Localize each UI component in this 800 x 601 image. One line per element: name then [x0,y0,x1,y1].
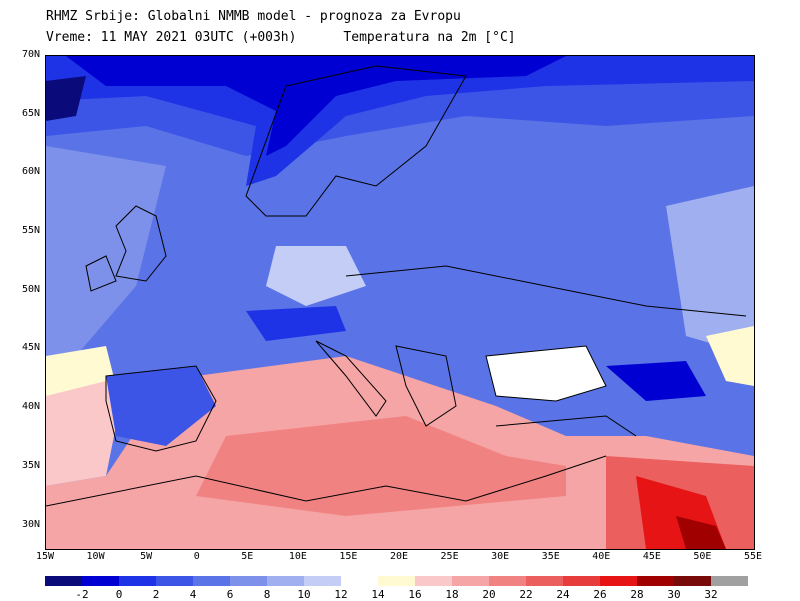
colorbar-swatch [711,576,748,586]
field-arctic-cold [66,56,566,156]
colorbar-swatch [452,576,489,586]
coastlines [46,65,747,507]
coast-ireland [85,255,117,292]
field-russia-mild [666,186,754,356]
coast-black-sea [485,345,607,402]
colorbar-label: 12 [334,588,348,601]
coast-balkans [395,345,457,427]
colorbar-swatch [563,576,600,586]
field-black-sea [486,346,606,401]
lat-tick-label: 35N [21,459,40,471]
colorbar-label: 8 [263,588,271,601]
colorbar-swatch [45,576,82,586]
field-caucasus-cold [606,361,706,401]
colorbar-swatch [378,576,415,586]
colorbar-label: 0 [115,588,123,601]
lat-tick-label: 55N [21,225,40,237]
colorbar-label: 4 [189,588,197,601]
map-title: RHMZ Srbije: Globalni NMMB model - progn… [46,9,461,24]
field-central-europe [266,246,366,306]
lon-tick-label: 40E [592,551,611,562]
colorbar-label: 2 [152,588,160,601]
lon-tick-label: 25E [440,551,459,562]
lat-tick-label: 45N [21,342,40,354]
colorbar-swatch [637,576,674,586]
lon-tick-label: 10E [288,551,307,562]
colorbar-label: 18 [445,588,459,601]
coast-north-africa [46,455,607,507]
colorbar-swatch [230,576,267,586]
lon-tick-label: 5W [140,551,153,562]
lat-tick-label: 65N [21,107,40,119]
colorbar-label: -2 [75,588,89,601]
field-north-africa [196,416,566,516]
lon-tick-label: 30E [491,551,510,562]
colorbar [45,576,748,586]
coast-british-isles [115,205,167,282]
colorbar-swatch [304,576,341,586]
field-canary [46,376,126,486]
temperature-map [45,55,755,550]
lon-tick-label: 15E [339,551,358,562]
lon-tick-label: 0 [193,551,200,562]
lon-tick-label: 10W [86,551,105,562]
lat-tick-label: 60N [21,166,40,178]
colorbar-swatch [674,576,711,586]
field-iberia [106,366,216,446]
coast-iberia [105,365,217,452]
field-caspian [706,326,754,386]
colorbar-swatch [119,576,156,586]
colorbar-label: 14 [371,588,385,601]
colorbar-label: 16 [408,588,422,601]
colorbar-swatch [415,576,452,586]
coast-turkey [495,415,637,437]
lat-tick-label: 30N [21,518,40,530]
field-alps [246,306,346,341]
colorbar-swatch [600,576,637,586]
lat-tick-label: 70N [21,49,40,60]
field-atlantic [46,146,166,356]
colorbar-label: 32 [704,588,718,601]
colorbar-label: 20 [482,588,496,601]
colorbar-label: 10 [297,588,311,601]
colorbar-swatch [489,576,526,586]
lat-tick-label: 50N [21,283,40,295]
colorbar-swatch [193,576,230,586]
colorbar-label: 30 [667,588,681,601]
lon-tick-label: 55E [743,551,763,562]
colorbar-swatch [82,576,119,586]
colorbar-label: 26 [593,588,607,601]
lon-tick-label: 5E [241,551,254,562]
lon-tick-label: 35E [541,551,560,562]
field-scandinavia-cold [46,56,754,186]
colorbar-label: 28 [630,588,644,601]
field-hottest [676,516,726,549]
lat-tick-label: 40N [21,401,40,413]
lon-tick-label: 20E [389,551,409,562]
lon-tick-label: 50E [693,551,712,562]
colorbar-label: 24 [556,588,570,601]
colorbar-swatch [526,576,563,586]
coast-italy [315,340,387,417]
colorbar-swatch [267,576,304,586]
coast-scandinavia [245,65,467,217]
field-coldest [46,76,86,121]
lon-tick-label: 45E [642,551,661,562]
lon-tick-label: 15W [35,551,55,562]
map-subtitle: Vreme: 11 MAY 2021 03UTC (+003h) Tempera… [46,30,516,45]
border-line [345,265,747,317]
colorbar-swatch [156,576,193,586]
temperature-field [46,56,754,549]
colorbar-label: 6 [226,588,234,601]
colorbar-swatch [341,576,378,586]
colorbar-label: 22 [519,588,533,601]
